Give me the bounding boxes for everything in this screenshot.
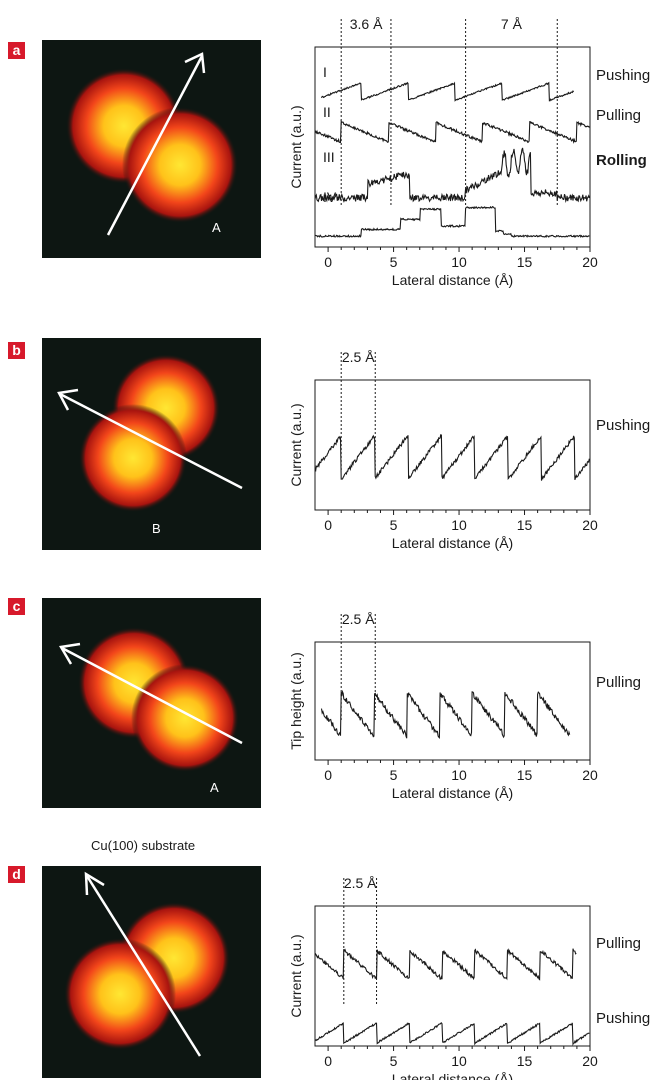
y-axis-label: Current (a.u.) xyxy=(288,403,304,486)
stm-image-d xyxy=(42,866,261,1078)
arrow-head xyxy=(84,871,105,896)
scan-direction-arrow xyxy=(59,392,243,490)
stm-lobe xyxy=(64,938,176,1050)
x-tick-label: 20 xyxy=(582,254,598,270)
x-tick-label: 15 xyxy=(517,517,533,533)
x-tick-label: 10 xyxy=(451,517,467,533)
scan-direction-arrow xyxy=(61,646,243,745)
chart-svg: 0 5 10 15 20 Lateral distance (Å) Tip height (… xyxy=(288,611,641,801)
mode-label: Rolling xyxy=(596,152,647,169)
stm-image-b: B xyxy=(42,338,261,550)
spacing-annotation: 3.6 Å xyxy=(350,16,383,32)
mode-label: Pushing xyxy=(596,417,650,434)
molecule-label-a: A xyxy=(212,220,221,235)
panel-a-badge: a xyxy=(8,42,25,59)
plot-a: 0 5 10 15 20 Lateral distance (Å) Current (a.u… xyxy=(280,0,650,288)
x-tick-label: 5 xyxy=(390,517,398,533)
stm-image-a: A xyxy=(42,40,261,258)
mode-label: Pulling xyxy=(596,935,641,952)
y-axis-label: Current (a.u.) xyxy=(288,934,304,1017)
x-tick-label: 10 xyxy=(451,254,467,270)
trace-label: I xyxy=(323,64,327,80)
scan-direction-arrow xyxy=(106,55,204,236)
x-tick-label: 5 xyxy=(390,767,398,783)
series-line xyxy=(320,689,571,740)
mode-label: Pulling xyxy=(596,107,641,124)
plot-c: 0 5 10 15 20 Lateral distance (Å) Tip height (… xyxy=(280,590,641,810)
plot-frame xyxy=(314,379,591,511)
series-line xyxy=(321,81,575,102)
x-tick-label: 0 xyxy=(324,767,332,783)
plot-d: 0 5 10 15 20 Lateral distance (Å) Current (a.u… xyxy=(280,838,650,1080)
stm-lobe xyxy=(79,404,187,512)
substrate-caption: Cu(100) substrate xyxy=(91,838,196,853)
x-tick-label: 10 xyxy=(451,767,467,783)
plot-frame xyxy=(314,905,591,1047)
trace-label: III xyxy=(323,149,335,165)
arrow-head xyxy=(184,52,206,74)
x-tick-label: 20 xyxy=(582,1053,598,1069)
arrow-head xyxy=(57,388,79,411)
mode-label: Pushing xyxy=(596,67,650,84)
plot-frame xyxy=(314,641,591,761)
stm-molecule-d-svg xyxy=(64,871,230,1057)
scan-direction-arrow xyxy=(85,875,202,1057)
chart-svg: 0 5 10 15 20 Lateral distance (Å) Current (a.u… xyxy=(288,875,650,1080)
stm-lobe xyxy=(131,664,239,772)
spacing-annotation: 2.5 Å xyxy=(342,349,375,365)
x-tick-label: 15 xyxy=(517,1053,533,1069)
series-line xyxy=(314,434,590,481)
series-line xyxy=(314,1022,590,1046)
x-tick-label: 0 xyxy=(324,517,332,533)
y-axis-label: Tip height (a.u.) xyxy=(288,652,304,750)
panel-b: b B 0 5 10 15 20 Lateral distance (Å) Current … xyxy=(0,330,651,570)
x-axis-label: Lateral distance (Å) xyxy=(392,272,513,288)
trace-label: II xyxy=(323,104,331,120)
x-tick-label: 10 xyxy=(451,1053,467,1069)
x-axis-label: Lateral distance (Å) xyxy=(392,785,513,801)
series-line xyxy=(314,119,590,145)
arrow-head xyxy=(58,642,81,665)
panel-d: Cu(100) substrate d 0 5 10 15 20 Lateral dist… xyxy=(0,838,651,1080)
series-line xyxy=(314,205,590,239)
mode-label: Pushing xyxy=(596,1010,650,1027)
stm-image-c: A xyxy=(42,598,261,808)
trace-label: IV xyxy=(323,189,337,205)
spacing-annotation: 7 Å xyxy=(501,16,523,32)
stm-lobe xyxy=(122,107,238,223)
y-axis-label: Current (a.u.) xyxy=(288,105,304,188)
stm-molecule-b-svg xyxy=(57,354,243,512)
spacing-annotation: 2.5 Å xyxy=(342,611,375,627)
molecule-label-b: B xyxy=(152,521,161,536)
chart-svg: 0 5 10 15 20 Lateral distance (Å) Current (a.u… xyxy=(288,16,650,288)
series-line xyxy=(314,147,590,203)
stm-molecule-a-svg xyxy=(66,52,238,236)
x-tick-label: 0 xyxy=(324,1053,332,1069)
chart-svg: 0 5 10 15 20 Lateral distance (Å) Current (a.u… xyxy=(288,349,650,551)
x-axis-label: Lateral distance (Å) xyxy=(392,1071,513,1080)
panel-c-badge: c xyxy=(8,598,25,615)
panel-b-badge: b xyxy=(8,342,25,359)
panel-a: a A 0 5 10 15 20 Lateral distance (Å) Current … xyxy=(0,0,651,300)
x-tick-label: 15 xyxy=(517,767,533,783)
spacing-annotation: 2.5 Å xyxy=(344,875,377,891)
panel-c: c A 0 5 10 15 20 Lateral distance (Å) Tip heig… xyxy=(0,590,651,820)
mode-label: Pulling xyxy=(596,674,641,691)
panel-d-badge: d xyxy=(8,866,25,883)
plot-b: 0 5 10 15 20 Lateral distance (Å) Current (a.u… xyxy=(280,330,650,551)
x-tick-label: 5 xyxy=(390,1053,398,1069)
x-axis-label: Lateral distance (Å) xyxy=(392,535,513,551)
x-tick-label: 15 xyxy=(517,254,533,270)
x-tick-label: 20 xyxy=(582,767,598,783)
series-line xyxy=(314,948,577,981)
stm-molecule-c-svg xyxy=(58,627,243,772)
x-tick-label: 5 xyxy=(390,254,398,270)
x-tick-label: 0 xyxy=(324,254,332,270)
plot-frame xyxy=(314,46,591,248)
molecule-label-c: A xyxy=(210,780,219,795)
x-tick-label: 20 xyxy=(582,517,598,533)
